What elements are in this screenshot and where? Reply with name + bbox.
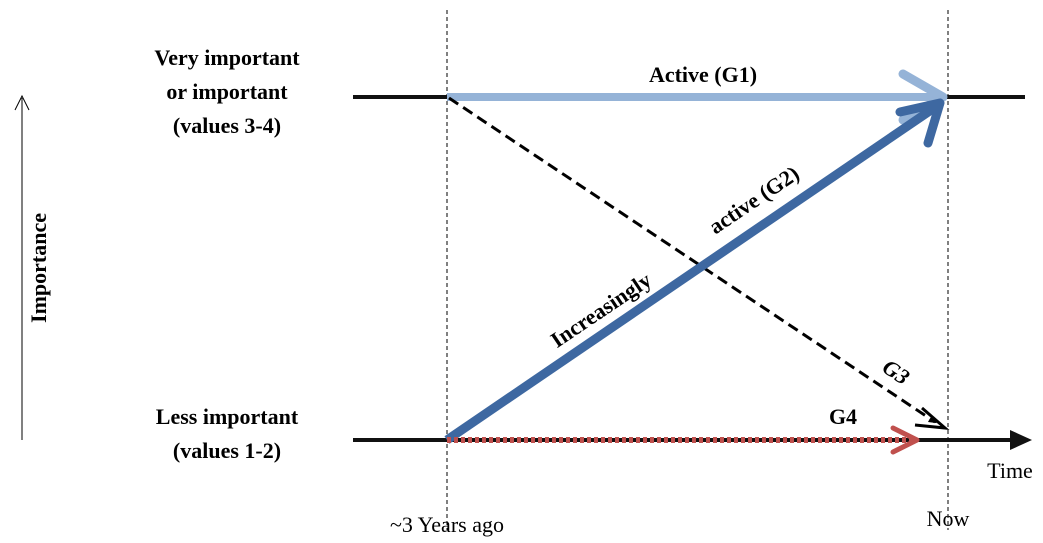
group-label: G4 <box>829 404 857 429</box>
level-label: (values 3-4) <box>173 113 281 138</box>
g2-arrowhead <box>895 98 945 148</box>
importance-arrowhead <box>14 94 30 111</box>
level-label: Less important <box>156 404 299 429</box>
g4-arrowhead <box>890 425 920 455</box>
g3-arrowhead <box>914 406 950 430</box>
level-label: Very important <box>154 45 300 70</box>
x-axis-label: Time <box>987 458 1033 483</box>
level-label: or important <box>166 79 288 104</box>
g3-arrow <box>448 96 937 424</box>
group-label: G3 <box>878 354 914 390</box>
g2-arrow <box>444 102 940 444</box>
end-label: Now <box>927 506 970 531</box>
start-label: ~3 Years ago <box>390 512 504 537</box>
time-arrowhead <box>1010 430 1032 450</box>
y-axis-label: Importance <box>26 213 51 323</box>
group-label: Active (G1) <box>649 62 757 87</box>
level-label: (values 1-2) <box>173 438 281 463</box>
